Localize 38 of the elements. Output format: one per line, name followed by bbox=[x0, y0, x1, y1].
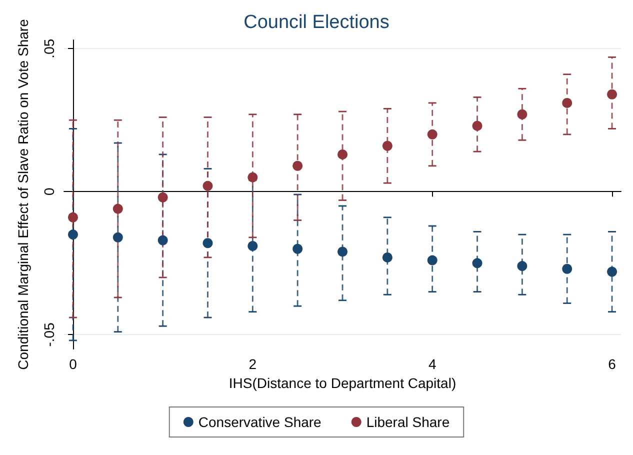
x-tick-label: 2 bbox=[248, 356, 257, 372]
x-axis-title: IHS(Distance to Department Capital) bbox=[228, 374, 456, 391]
point bbox=[427, 129, 438, 140]
point bbox=[338, 246, 348, 257]
point bbox=[112, 204, 123, 214]
point bbox=[292, 244, 303, 254]
chart-title: Council Elections bbox=[244, 12, 390, 33]
point bbox=[68, 230, 78, 240]
y-axis-title: Conditional Marginal Effect of Slave Ratio on Vote Share bbox=[15, 18, 31, 370]
point bbox=[112, 232, 123, 242]
point bbox=[562, 264, 572, 274]
point bbox=[382, 140, 392, 151]
point bbox=[607, 89, 618, 100]
point bbox=[68, 212, 78, 222]
legend-label: Liberal Share bbox=[366, 414, 450, 430]
point bbox=[382, 252, 392, 262]
point bbox=[248, 241, 258, 251]
point bbox=[427, 255, 438, 266]
point bbox=[338, 149, 348, 160]
point bbox=[158, 192, 168, 202]
y-tick-label: -.05 bbox=[41, 322, 57, 347]
point bbox=[607, 266, 618, 277]
point bbox=[517, 261, 528, 272]
x-tick-label: 6 bbox=[608, 356, 616, 372]
legend-label: Conservative Share bbox=[198, 414, 322, 430]
y-tick-label: .05 bbox=[41, 38, 57, 58]
point bbox=[472, 120, 482, 131]
point bbox=[158, 235, 168, 246]
x-tick-label: 0 bbox=[69, 356, 78, 372]
point bbox=[248, 172, 258, 182]
x-tick-label: 4 bbox=[428, 356, 436, 372]
point bbox=[202, 180, 213, 191]
point bbox=[292, 160, 303, 171]
point bbox=[202, 238, 213, 248]
point bbox=[517, 109, 528, 120]
y-tick-label: 0 bbox=[41, 188, 57, 196]
point bbox=[472, 258, 482, 268]
point bbox=[562, 98, 572, 108]
